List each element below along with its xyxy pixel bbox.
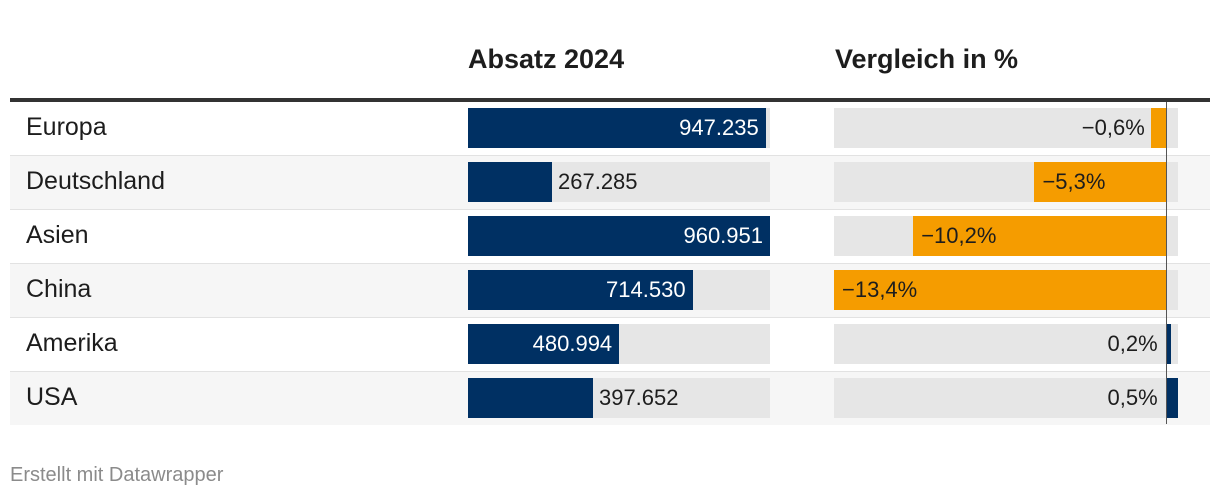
comparison-column-header: Vergleich in % (835, 44, 1019, 74)
comparison-value: −0,6% (1081, 115, 1145, 140)
table-row: USA 397.652 0,5% (10, 372, 1210, 425)
table-row: Asien 960.951 −10,2% (10, 210, 1210, 264)
sales-track: 480.994 (468, 324, 770, 364)
sales-value: 480.994 (532, 331, 613, 356)
comparison-bar (1150, 108, 1166, 148)
comparison-bar (1165, 378, 1178, 418)
row-label: Deutschland (26, 167, 165, 195)
zero-baseline (1165, 102, 1167, 424)
sales-value: 397.652 (598, 385, 679, 410)
comparison-track: −10,2% (834, 216, 1178, 256)
comparison-value: 0,2% (1107, 331, 1158, 356)
table-row: Amerika 480.994 0,2% (10, 318, 1210, 372)
comparison-bar (1034, 162, 1166, 202)
sales-value: 947.235 (679, 115, 759, 140)
sales-bar (468, 216, 770, 256)
comparison-track: 0,5% (834, 378, 1178, 418)
sales-value: 714.530 (606, 277, 686, 302)
sales-track: 947.235 (468, 108, 770, 148)
row-label: Amerika (26, 329, 118, 357)
sales-value: 267.285 (558, 169, 638, 194)
footer-credit: Erstellt mit Datawrapper (10, 464, 224, 486)
table-row: Deutschland 267.285 −5,3% (10, 156, 1210, 210)
comparison-track: −0,6% (834, 108, 1178, 148)
row-label: Europa (26, 113, 107, 141)
sales-value: 960.951 (683, 223, 763, 248)
comparison-bar (834, 270, 1166, 310)
sales-track: 714.530 (468, 270, 770, 310)
comparison-value: −10,2% (921, 223, 997, 248)
header-rule (10, 98, 1210, 102)
comparison-bar (1165, 324, 1171, 364)
comparison-track: 0,2% (834, 324, 1178, 364)
sales-bar (468, 108, 766, 148)
sales-bar (468, 378, 593, 418)
comparison-track: −5,3% (834, 162, 1178, 202)
comparison-value: −13,4% (842, 277, 918, 302)
row-label: Asien (26, 221, 89, 249)
sales-track: 267.285 (468, 162, 770, 202)
comparison-track: −13,4% (834, 270, 1178, 310)
sales-track: 397.652 (468, 378, 770, 418)
sales-bar (468, 324, 620, 364)
comparison-value: −5,3% (1042, 169, 1106, 194)
table-body: Europa 947.235 −0,6% Deutschland 267.285 −5,3… (10, 102, 1210, 425)
sales-bar (468, 270, 693, 310)
sales-column-header: Absatz 2024 (468, 44, 625, 74)
sales-bar (468, 162, 552, 202)
table-row: China 714.530 −13,4% (10, 264, 1210, 318)
row-label: USA (26, 383, 78, 411)
comparison-value: 0,5% (1107, 385, 1158, 410)
comparison-bar (913, 216, 1166, 256)
sales-track: 960.951 (468, 216, 770, 256)
row-label: China (26, 275, 92, 303)
table-row: Europa 947.235 −0,6% (10, 102, 1210, 156)
